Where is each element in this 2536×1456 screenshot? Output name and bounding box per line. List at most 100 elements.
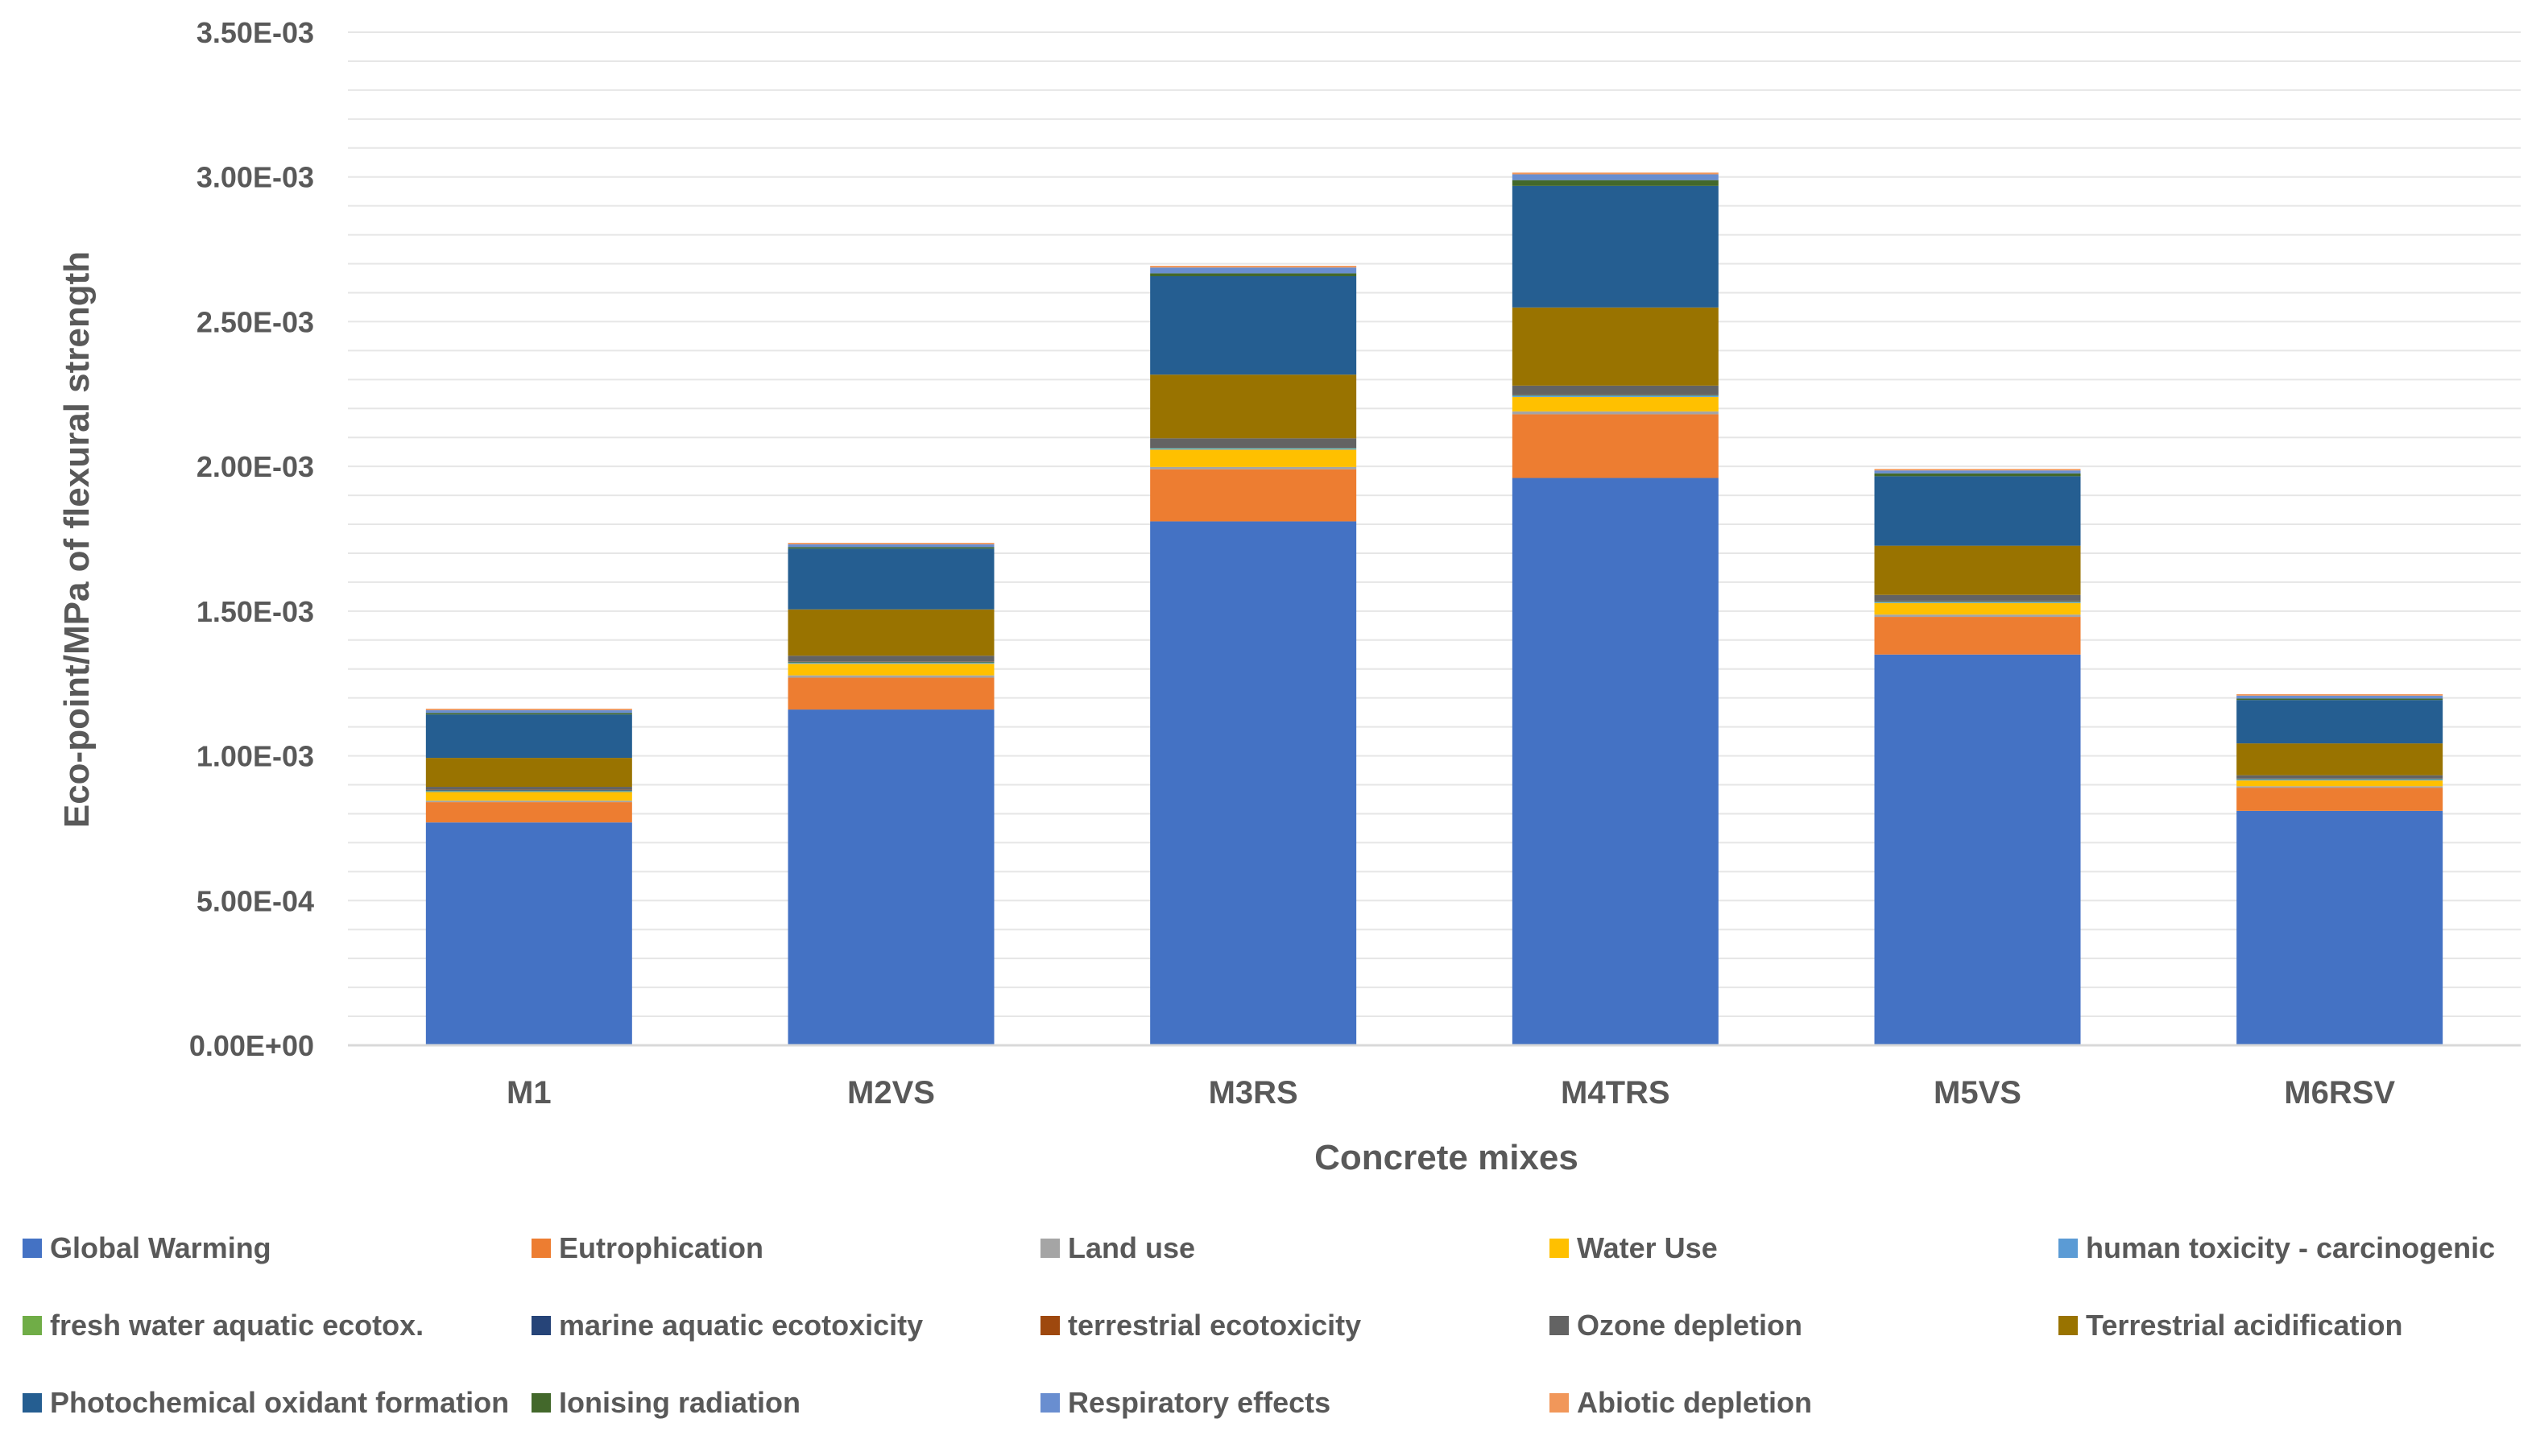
bar-segment [1512,395,1719,396]
x-tick-label: M1 [507,1075,552,1111]
bar-stack-M6RSV [2236,694,2443,1045]
bars [426,172,2443,1045]
legend-label: Terrestrial acidification [2086,1309,2402,1342]
y-tick-label: 3.00E-03 [197,161,314,194]
bar-segment [1875,602,2081,603]
bar-segment [2236,776,2443,779]
bar-segment [1150,448,1356,449]
legend-item: human toxicity - carcinogenic [2058,1231,2495,1264]
legend-label: Ozone depletion [1577,1309,1802,1342]
bar-segment [1512,397,1719,412]
bar-segment [1150,273,1356,276]
bar-segment [426,791,632,792]
y-tick-label: 3.50E-03 [197,16,314,49]
legend-swatch [23,1316,42,1335]
legend-item: Respiratory effects [1040,1386,1330,1419]
bar-segment [1150,438,1356,447]
legend-label: Photochemical oxidant formation [50,1386,509,1419]
bar-segment [1875,601,2081,602]
bar-segment [2236,779,2443,780]
bar-segment [1875,614,2081,617]
legend-label: Water Use [1577,1231,1718,1264]
legend-item: fresh water aquatic ecotox. [23,1309,424,1342]
bar-segment [426,790,632,791]
bar-segment [788,543,995,544]
bar-segment [1150,276,1356,374]
legend-swatch [1040,1239,1060,1258]
x-tick-label: M6RSV [2284,1075,2395,1111]
bar-segment [1875,595,2081,601]
bar-segment [426,713,632,714]
legend-item: Land use [1040,1231,1195,1264]
legend-label: Abiotic depletion [1577,1386,1812,1419]
legend-swatch [532,1393,551,1413]
legend-item: Global Warming [23,1231,271,1264]
bar-segment [788,678,995,710]
legend-item: Photochemical oxidant formation [23,1386,509,1419]
bar-segment [2236,743,2443,776]
y-tick-label: 1.50E-03 [197,595,314,628]
bar-segment [426,758,632,787]
y-axis-title: Eco-point/MPa of flexural strength [57,251,97,828]
bar-segment [1875,655,2081,1045]
bar-segment [1512,395,1719,396]
legend-item: Eutrophication [532,1231,763,1264]
bar-segment [1512,386,1719,395]
legend-item: terrestrial ecotoxicity [1040,1309,1361,1342]
legend-label: Global Warming [50,1231,271,1264]
legend-swatch [1549,1393,1569,1413]
bar-stack-M3RS [1150,266,1356,1045]
legend-swatch [1549,1316,1569,1335]
bar-segment [426,709,632,710]
bar-segment [788,709,995,1045]
bar-segment [1512,172,1719,174]
bar-segment [1150,374,1356,438]
legend-label: Eutrophication [559,1231,763,1264]
bar-segment [426,822,632,1045]
legend-label: Land use [1068,1231,1195,1264]
legend-swatch [2058,1239,2078,1258]
bar-segment [1150,449,1356,467]
legend-item: Abiotic depletion [1549,1386,1812,1419]
bar-segment [788,544,995,548]
x-tick-label: M5VS [1934,1075,2021,1111]
x-tick-label: M3RS [1209,1075,1298,1111]
bar-segment [1875,470,2081,474]
legend-label: fresh water aquatic ecotox. [50,1309,424,1342]
bar-stack-M1 [426,709,632,1045]
legend-label: terrestrial ecotoxicity [1068,1309,1361,1342]
bar-segment [2236,698,2443,700]
bar-segment [1875,617,2081,655]
bar-segment [1512,478,1719,1045]
bar-segment [1875,546,2081,595]
bar-segment [788,656,995,661]
bar-stack-M2VS [788,543,995,1045]
bar-segment [788,662,995,663]
legend-swatch [1040,1393,1060,1413]
bar-segment [2236,811,2443,1045]
legend-swatch [1040,1316,1060,1335]
bar-segment [1875,476,2081,545]
bar-segment [426,802,632,822]
legend-swatch [532,1316,551,1335]
y-tick-label: 5.00E-04 [197,884,314,917]
bar-segment [788,663,995,664]
legend-swatch [1549,1239,1569,1258]
bar-segment [2236,780,2443,786]
bar-segment [788,676,995,678]
bar-segment [1150,521,1356,1045]
legend-swatch [23,1239,42,1258]
legend-item: Terrestrial acidification [2058,1309,2402,1342]
y-tick-label: 2.50E-03 [197,305,314,338]
legend-item: Ozone depletion [1549,1309,1802,1342]
bar-segment [2236,700,2443,743]
bar-segment [426,792,632,801]
legend-swatch [532,1239,551,1258]
x-tick-label: M4TRS [1561,1075,1670,1111]
legend-swatch [2058,1316,2078,1335]
bar-segment [1875,474,2081,477]
legend-item: Ionising radiation [532,1386,801,1419]
bar-segment [426,714,632,758]
